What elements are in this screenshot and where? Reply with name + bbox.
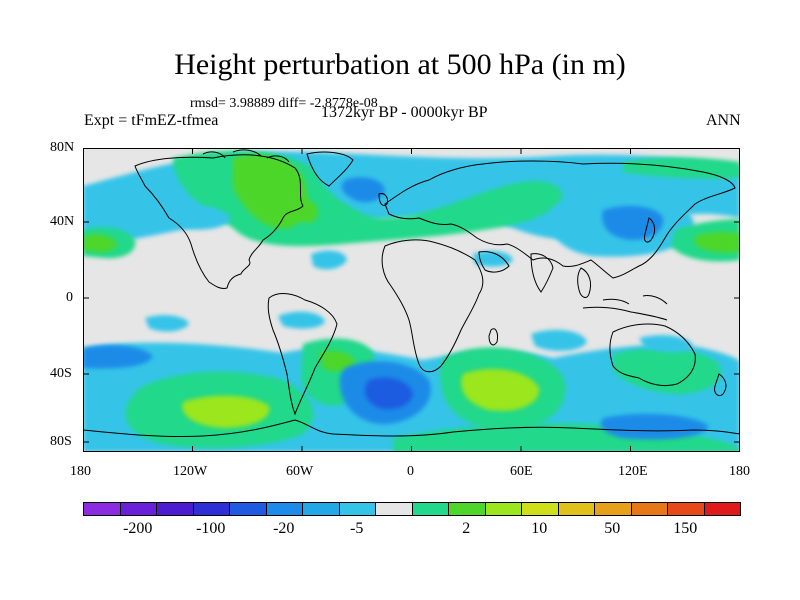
legend-label: 10: [531, 520, 548, 537]
coast-south-america: [267, 293, 338, 416]
contour-fills: [83, 150, 740, 452]
lat-label-40s: 40S: [50, 366, 72, 381]
sh-lime-indian: [461, 369, 540, 411]
coastlines: [83, 149, 740, 438]
coast-australia: [609, 323, 696, 387]
legend-swatch: [375, 502, 413, 516]
lat-ticks: [83, 148, 740, 443]
lon-label-60e: 60E: [510, 464, 533, 479]
legend-swatch: [302, 502, 340, 516]
coast-north-america: [134, 154, 304, 289]
coast-canadian-islands: [202, 149, 290, 163]
legend-label: -100: [196, 520, 226, 537]
legend-label: -200: [123, 520, 153, 537]
coast-africa: [381, 239, 484, 373]
legend-swatch: [229, 502, 267, 516]
legend-swatch: [411, 502, 449, 516]
lon-label-120e: 120E: [618, 464, 648, 479]
coast-eurasia: [384, 160, 736, 279]
tropics-cyan-asia: [473, 251, 513, 267]
nh-blue-low-atlantic: [341, 177, 385, 203]
legend-swatch: [265, 502, 303, 516]
legend-swatch: [703, 502, 741, 516]
legend-swatch: [594, 502, 632, 516]
nh-lime-patch: [233, 154, 308, 229]
legend-swatch: [83, 502, 121, 516]
nh-lime-pacific-west: [695, 232, 740, 253]
legend-swatch: [630, 502, 668, 516]
experiment-label: Expt = tFmEZ-tfmea: [84, 112, 219, 129]
nh-cyan-pacific-small: [171, 205, 231, 230]
sh-cyan-farleft: [83, 345, 153, 369]
sh-lime-southamerica: [319, 350, 355, 372]
tropics-cyan-africa: [311, 250, 347, 270]
color-legend-bar: [83, 502, 741, 516]
legend-label: 150: [673, 520, 698, 537]
tropics-cyan-indian: [531, 329, 587, 351]
lat-label-40n: 40N: [50, 214, 75, 229]
legend-label: 2: [462, 520, 471, 537]
season-label: ANN: [706, 112, 741, 129]
sh-green-australia: [613, 348, 722, 394]
lon-label-180e: 180: [729, 464, 750, 479]
sh-darkblue-atlantic: [364, 377, 413, 410]
chart-title: Height perturbation at 500 hPa (in m): [174, 48, 626, 81]
lon-label-180w: 180: [70, 464, 91, 479]
legend-swatch: [119, 502, 157, 516]
nh-lime-pacific-left-2: [83, 234, 117, 252]
lat-label-80n: 80N: [50, 140, 75, 155]
coast-antarctica: [83, 419, 740, 438]
legend-swatch: [484, 502, 522, 516]
legend-swatch: [338, 502, 376, 516]
lon-label-0: 0: [407, 464, 414, 479]
coast-greenland: [306, 151, 354, 187]
coast-japan: [644, 217, 656, 243]
tropics-cyan-samerica: [278, 311, 325, 329]
legend-swatch: [557, 502, 595, 516]
coast-india: [530, 253, 554, 293]
legend-label: -5: [350, 520, 364, 537]
nh-lime-patch-2: [292, 197, 318, 223]
sh-lime-pacific: [182, 395, 270, 428]
coast-madagascar: [488, 328, 498, 346]
legend-label: 50: [604, 520, 621, 537]
tropics-cyan-pacific: [145, 315, 189, 332]
nh-blue-pacific-east: [602, 205, 664, 240]
coast-indonesia: [582, 295, 668, 321]
lat-label-0: 0: [66, 290, 73, 305]
lat-label-80s: 80S: [50, 434, 72, 449]
lon-ticks: [192, 148, 631, 452]
coast-new-zealand: [714, 373, 727, 397]
coast-uk: [378, 193, 388, 207]
legend-swatch: [521, 502, 559, 516]
sh-cyan-australia-north: [639, 335, 693, 353]
legend-swatch: [156, 502, 194, 516]
stats-text: rmsd= 3.98889 diff= -2.8778e-08: [190, 96, 378, 111]
legend-swatch: [192, 502, 230, 516]
lon-label-60w: 60W: [286, 464, 314, 479]
legend-swatch: [448, 502, 486, 516]
coast-arabia: [478, 251, 510, 273]
period-label: 1372kyr BP - 0000kyr BP: [321, 104, 488, 121]
lon-label-120w: 120W: [173, 464, 208, 479]
legend-label: -20: [273, 520, 295, 537]
map-panel: [83, 148, 740, 452]
legend-swatch: [667, 502, 705, 516]
coast-southeast-asia: [577, 267, 592, 298]
sh-blue-right: [600, 413, 709, 440]
